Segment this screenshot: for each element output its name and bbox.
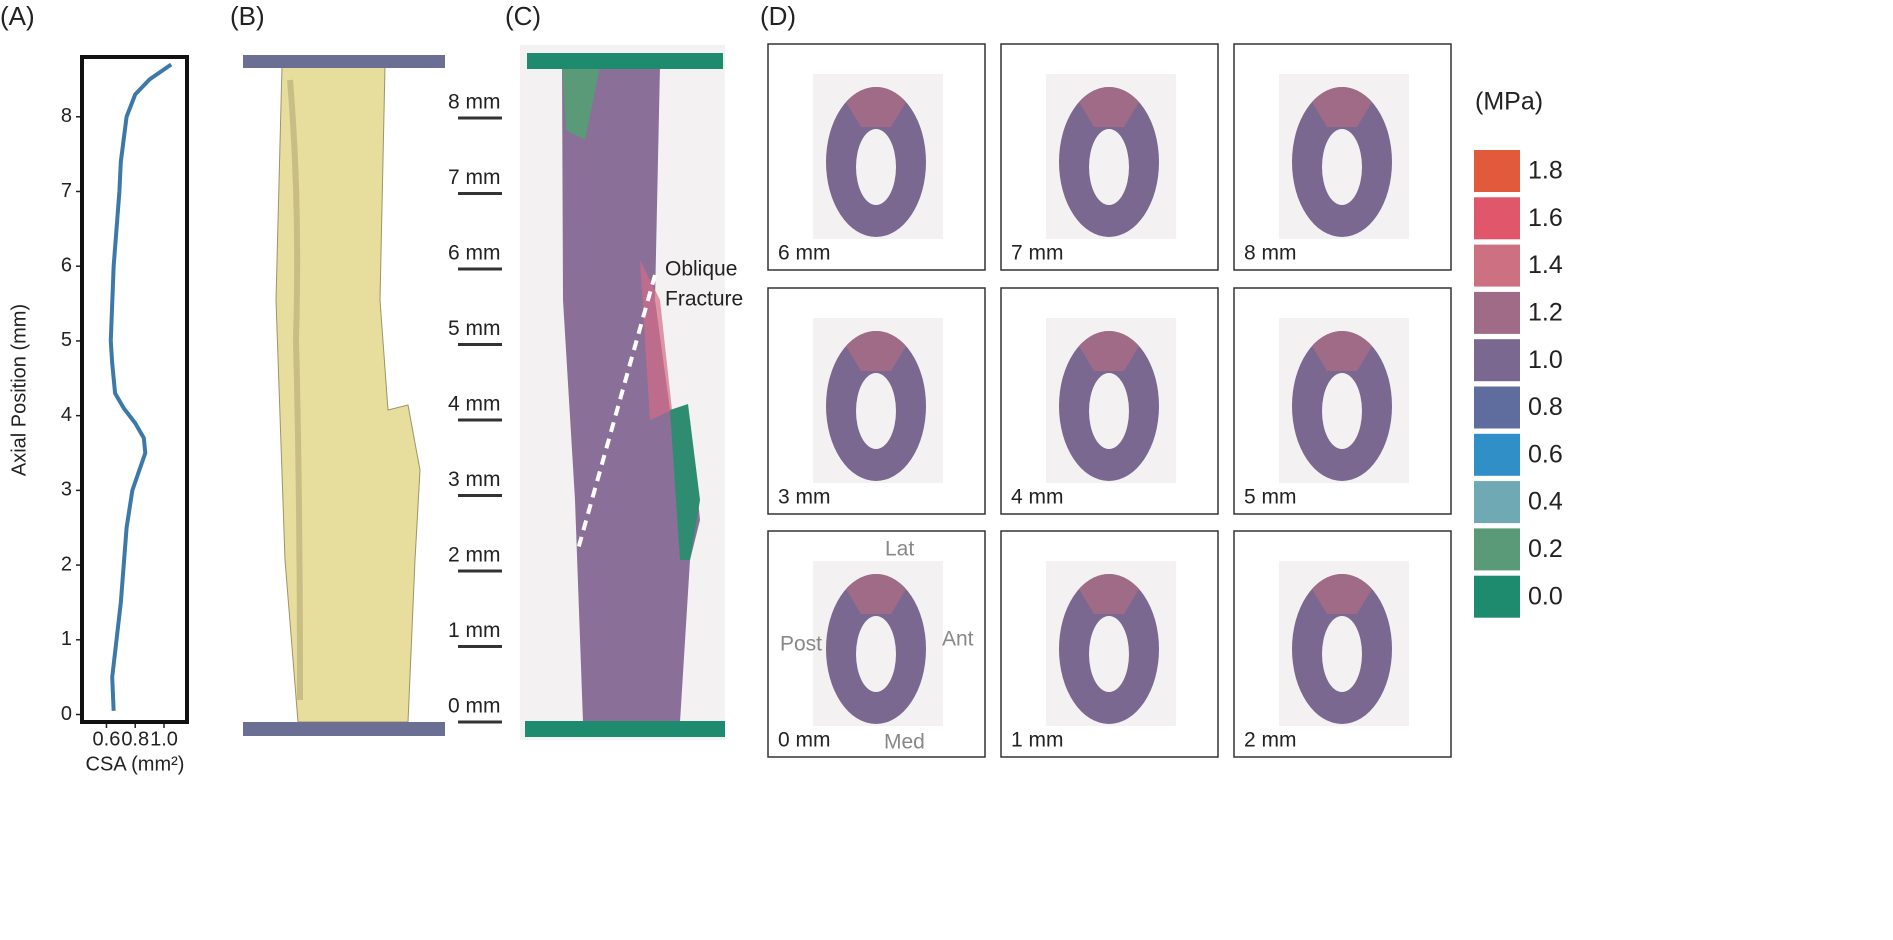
section-label: 3 mm: [778, 486, 831, 509]
y-tick-label: 1: [61, 628, 72, 650]
colorbar-swatch: [1474, 150, 1520, 192]
cross-section: 6 mm: [767, 43, 986, 271]
x-tick-label: 0.6: [93, 728, 121, 750]
cross-section: 3 mm: [767, 287, 986, 515]
y-tick-label: 2: [61, 553, 72, 575]
stress-patch: [846, 574, 906, 614]
colorbar-label: 1.0: [1528, 346, 1563, 374]
colorbar-label: 0.8: [1528, 393, 1563, 421]
bone-ring: [826, 87, 926, 237]
section-label: 4 mm: [1011, 486, 1064, 509]
colorbar-swatch: [1474, 481, 1520, 524]
stress-patch: [1079, 331, 1139, 371]
bone-ring: [1292, 331, 1392, 481]
orientation-label: Med: [884, 731, 925, 754]
colorbar-label: 0.6: [1528, 440, 1563, 468]
scale-label: 3 mm: [448, 468, 501, 491]
stress-patch: [1312, 87, 1372, 127]
y-axis-label: Axial Position (mm): [8, 304, 30, 476]
section-label: 2 mm: [1244, 729, 1297, 752]
y-tick-label: 0: [61, 703, 72, 725]
y-tick-label: 7: [61, 180, 72, 202]
bone-ring: [1059, 331, 1159, 481]
y-tick-label: 5: [61, 329, 72, 351]
bone-ring: [1059, 87, 1159, 237]
colorbar-label: 0.0: [1528, 582, 1563, 610]
scale-label: 4 mm: [448, 393, 501, 416]
annotation: Oblique: [665, 258, 737, 281]
panel-label: (A): [0, 1, 35, 31]
panel-label: (B): [230, 1, 265, 31]
stress-patch: [1312, 574, 1372, 614]
cross-section: 0 mm: [767, 530, 986, 758]
section-label: 7 mm: [1011, 242, 1064, 265]
stress-patch: [846, 331, 906, 371]
stress-patch: [846, 87, 906, 127]
scale-label: 0 mm: [448, 695, 501, 718]
bone-ring: [1292, 87, 1392, 237]
section-label: 6 mm: [778, 242, 831, 265]
y-tick-label: 4: [61, 404, 72, 426]
colorbar-label: 0.2: [1528, 535, 1563, 563]
colorbar-swatch: [1474, 386, 1520, 429]
orientation-label: Post: [780, 633, 822, 656]
plot-frame: [80, 55, 189, 724]
section-label: 0 mm: [778, 729, 831, 752]
panel-label: (D): [760, 1, 796, 31]
colorbar-swatch: [1474, 575, 1520, 618]
orientation-label: Ant: [942, 628, 974, 651]
colorbar-title: (MPa): [1475, 88, 1543, 116]
section-label: 5 mm: [1244, 486, 1297, 509]
scale-label: 8 mm: [448, 91, 501, 114]
scale-label: 6 mm: [448, 242, 501, 265]
cross-section: 7 mm: [1000, 43, 1219, 271]
section-label: 8 mm: [1244, 242, 1297, 265]
x-tick-label: 1.0: [150, 728, 178, 750]
colorbar-label: 1.4: [1528, 251, 1563, 279]
scale-label: 7 mm: [448, 166, 501, 189]
colorbar-label: 1.2: [1528, 299, 1563, 327]
stress-patch: [1079, 574, 1139, 614]
cross-section: 8 mm: [1233, 43, 1452, 271]
bone-ring: [826, 574, 926, 724]
x-tick-label: 0.8: [121, 728, 149, 750]
stress-patch: [1312, 331, 1372, 371]
colorbar-label: 1.8: [1528, 157, 1563, 185]
colorbar-swatch: [1474, 528, 1520, 571]
csa-line: [108, 62, 173, 711]
panel-label: (C): [505, 1, 541, 31]
annotation: Fracture: [665, 288, 743, 311]
colorbar-label: 1.6: [1528, 204, 1563, 232]
orientation-label: Lat: [885, 538, 914, 561]
colorbar-swatch: [1474, 291, 1520, 334]
stress-map: [520, 45, 725, 740]
colorbar-label: 0.4: [1528, 488, 1563, 516]
bone-ring: [1292, 574, 1392, 724]
scale-label: 2 mm: [448, 544, 501, 567]
bone-model: [243, 55, 445, 736]
section-label: 1 mm: [1011, 729, 1064, 752]
scale-label: 5 mm: [448, 317, 501, 340]
x-axis-label: CSA (mm²): [86, 753, 185, 775]
y-tick-label: 6: [61, 254, 72, 276]
y-tick-label: 8: [61, 105, 72, 127]
cross-section: 1 mm: [1000, 530, 1219, 758]
bone-ring: [826, 331, 926, 481]
cross-section: 2 mm: [1233, 530, 1452, 758]
colorbar-swatch: [1474, 339, 1520, 382]
cross-section: 5 mm: [1233, 287, 1452, 515]
colorbar-swatch: [1474, 433, 1520, 476]
stress-patch: [1079, 87, 1139, 127]
scale-label: 1 mm: [448, 619, 501, 642]
cross-section: 4 mm: [1000, 287, 1219, 515]
colorbar-swatch: [1474, 244, 1520, 287]
colorbar-swatch: [1474, 197, 1520, 240]
y-tick-label: 3: [61, 479, 72, 501]
bone-ring: [1059, 574, 1159, 724]
